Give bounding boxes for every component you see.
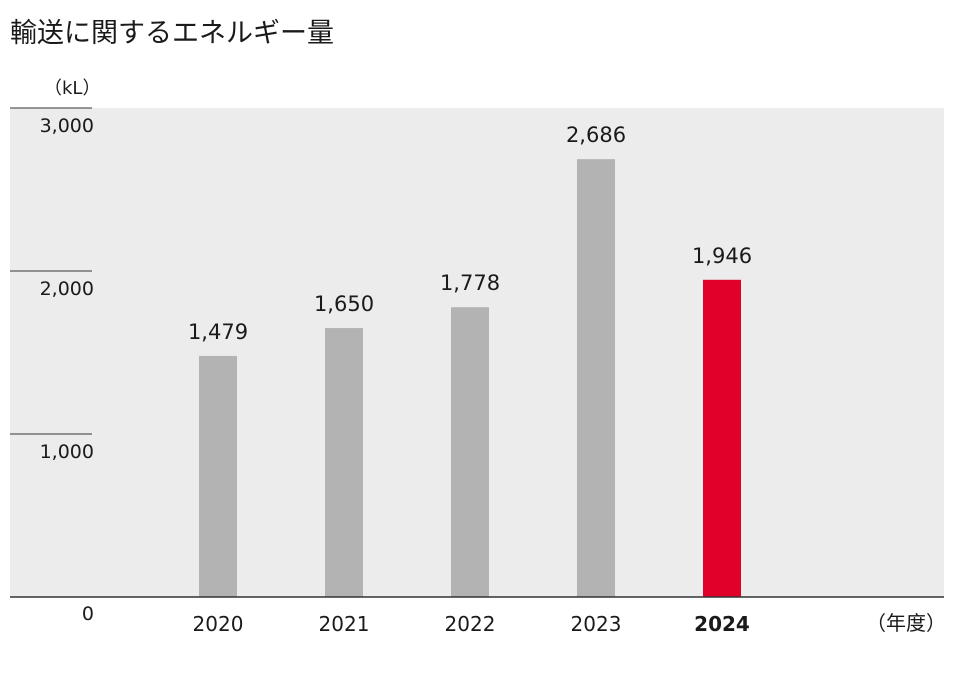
y-tick-label: 2,000 [40,278,94,300]
bar-2021 [325,328,363,597]
y-tick-label: 1,000 [40,441,94,463]
y-axis-unit: （kL） [44,78,100,99]
bars [199,159,741,597]
data-label: 1,479 [188,320,248,344]
value-labels: 1,479 1,650 1,778 2,686 1,946 [188,123,752,344]
x-tick-label: 2020 [193,612,244,636]
bar-2024 [703,279,741,597]
x-tick-label: 2023 [571,612,622,636]
chart-title: 輸送に関するエネルギー量 [10,18,334,49]
data-label: 1,946 [692,244,752,268]
x-tick-label: 2024 [694,612,750,636]
y-tick-label: 3,000 [40,115,94,137]
x-axis-unit: （年度） [866,611,946,635]
bar-2020 [199,355,237,597]
y-axis: 0 1,000 2,000 3,000 [10,107,94,625]
data-label: 1,778 [440,271,500,295]
data-label: 1,650 [314,292,374,316]
x-axis: 2020 2021 2022 2023 2024 [193,612,750,636]
bar-2022 [451,307,489,597]
bar-2023 [577,159,615,597]
y-tick-label: 0 [82,603,94,625]
data-label: 2,686 [566,123,626,147]
x-tick-label: 2022 [445,612,496,636]
x-tick-label: 2021 [319,612,370,636]
